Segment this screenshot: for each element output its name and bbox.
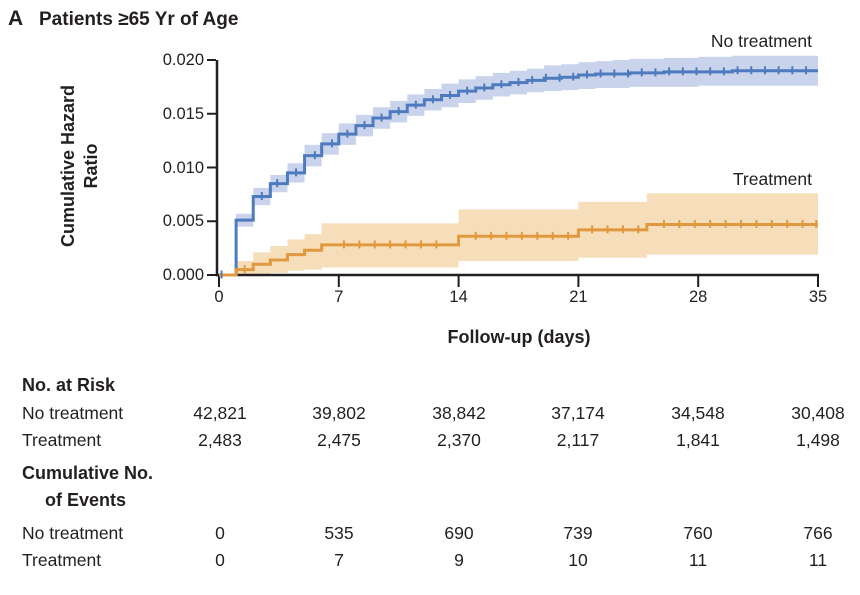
- y-tick-label: 0.010: [162, 158, 204, 177]
- y-tick-label: 0.000: [162, 266, 204, 284]
- at-risk-cell: 37,174: [551, 403, 605, 423]
- y-axis-title: Cumulative Hazard Ratio: [57, 43, 103, 289]
- x-axis-title: Follow-up (days): [447, 327, 591, 347]
- events-cell: 0: [215, 550, 225, 570]
- confidence-band-0: [219, 55, 818, 276]
- events-cell: 10: [568, 550, 588, 570]
- y-axis-title-line1: Cumulative Hazard: [58, 84, 78, 248]
- at-risk-row-label: Treatment: [22, 430, 102, 450]
- x-tick-label: 7: [334, 288, 344, 306]
- at-risk-cell: 42,821: [193, 403, 247, 423]
- y-tick-label: 0.005: [162, 212, 204, 231]
- events-heading-line2: of Events: [45, 490, 127, 510]
- events-cell: 11: [808, 550, 828, 570]
- y-tick-label: 0.020: [162, 51, 204, 69]
- hazard-chart: [207, 55, 819, 287]
- x-tick-label: 0: [214, 288, 224, 306]
- x-tick-label: 21: [569, 288, 588, 306]
- curve-label-no-treatment: No treatment: [710, 31, 812, 51]
- panel-letter: A: [8, 7, 24, 30]
- y-axis-title-line2: Ratio: [81, 143, 101, 189]
- events-row-label: Treatment: [22, 550, 102, 570]
- events-cell: 690: [444, 523, 474, 543]
- at-risk-cell: 1,841: [676, 430, 720, 450]
- at-risk-heading: No. at Risk: [22, 375, 116, 395]
- at-risk-row-label: No treatment: [22, 403, 124, 423]
- events-heading-line1: Cumulative No.: [22, 463, 154, 483]
- at-risk-cell: 34,548: [671, 403, 725, 423]
- at-risk-cell: 2,475: [317, 430, 361, 450]
- at-risk-cell: 1,498: [796, 430, 840, 450]
- events-row-label: No treatment: [22, 523, 124, 543]
- curve-label-treatment: Treatment: [732, 169, 812, 189]
- events-cell: 739: [563, 523, 593, 543]
- events-cell: 760: [683, 523, 713, 543]
- at-risk-cell: 30,408: [791, 403, 845, 423]
- events-cell: 535: [324, 523, 354, 543]
- at-risk-cell: 38,842: [432, 403, 486, 423]
- panel-title: Patients ≥65 Yr of Age: [39, 9, 239, 30]
- events-cell: 7: [334, 550, 344, 570]
- events-cell: 11: [688, 550, 708, 570]
- x-tick-label: 14: [449, 288, 468, 306]
- at-risk-cell: 39,802: [312, 403, 366, 423]
- events-cell: 9: [454, 550, 464, 570]
- x-tick-label: 28: [689, 288, 708, 306]
- confidence-band-1: [219, 193, 818, 275]
- at-risk-cell: 2,483: [198, 430, 242, 450]
- events-cell: 766: [803, 523, 833, 543]
- y-tick-label: 0.015: [162, 104, 204, 123]
- curve-1: [219, 222, 818, 277]
- at-risk-cell: 2,117: [556, 430, 600, 450]
- events-cell: 0: [215, 523, 225, 543]
- x-tick-label: 35: [808, 288, 828, 306]
- at-risk-cell: 2,370: [437, 430, 481, 450]
